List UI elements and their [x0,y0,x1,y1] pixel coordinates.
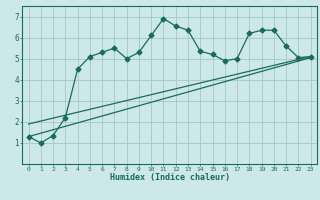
X-axis label: Humidex (Indice chaleur): Humidex (Indice chaleur) [110,173,230,182]
